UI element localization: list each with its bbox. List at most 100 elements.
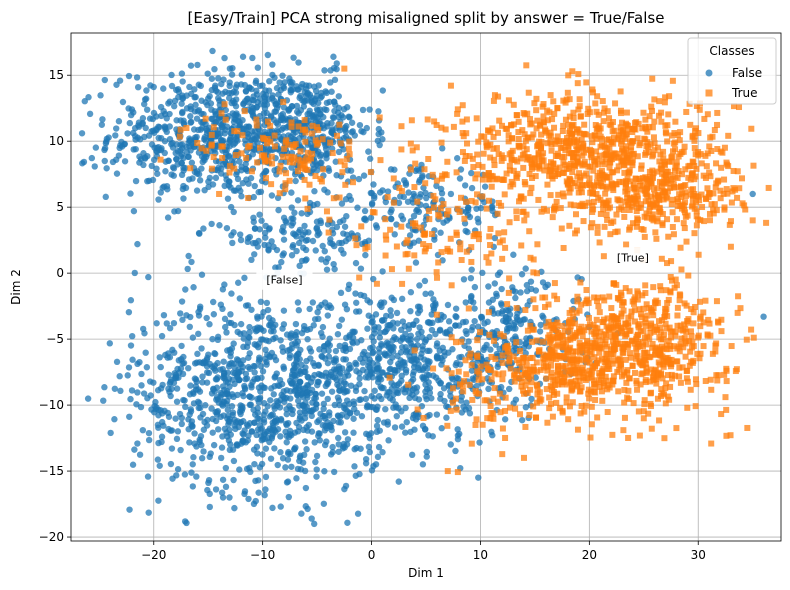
point-true bbox=[593, 190, 600, 197]
point-false bbox=[161, 110, 169, 118]
point-false bbox=[357, 355, 364, 362]
point-true bbox=[617, 124, 624, 131]
point-true bbox=[730, 103, 737, 110]
point-true bbox=[578, 189, 585, 196]
point-false bbox=[288, 164, 295, 171]
point-false bbox=[387, 307, 394, 314]
point-true bbox=[648, 214, 655, 221]
point-true bbox=[650, 134, 657, 141]
point-false bbox=[277, 449, 284, 456]
point-false bbox=[289, 219, 297, 227]
point-true bbox=[623, 131, 630, 138]
point-true bbox=[578, 403, 585, 410]
point-true bbox=[412, 160, 419, 167]
point-true bbox=[618, 204, 625, 211]
point-true bbox=[711, 201, 718, 208]
point-false bbox=[210, 298, 217, 306]
point-true bbox=[517, 193, 524, 200]
point-true bbox=[659, 375, 666, 382]
point-false bbox=[479, 269, 486, 277]
point-false bbox=[242, 88, 250, 95]
point-false bbox=[187, 62, 195, 69]
point-false bbox=[346, 345, 354, 353]
point-false bbox=[489, 432, 496, 439]
point-false bbox=[324, 395, 331, 403]
point-false bbox=[179, 370, 187, 378]
point-true bbox=[581, 408, 588, 415]
point-true bbox=[664, 372, 671, 379]
point-true bbox=[672, 164, 679, 171]
point-false bbox=[432, 330, 439, 338]
point-true bbox=[681, 143, 688, 150]
point-true bbox=[687, 348, 694, 355]
point-false bbox=[259, 451, 266, 458]
point-true bbox=[599, 142, 606, 149]
point-true bbox=[534, 386, 541, 393]
point-false bbox=[169, 144, 177, 151]
point-true bbox=[663, 176, 670, 183]
point-false bbox=[221, 54, 228, 62]
point-true bbox=[687, 328, 694, 335]
point-false bbox=[330, 98, 338, 105]
point-true bbox=[655, 195, 662, 202]
point-false bbox=[326, 342, 334, 349]
point-false bbox=[468, 184, 476, 192]
point-true bbox=[604, 216, 611, 223]
point-true bbox=[544, 419, 551, 426]
point-false bbox=[191, 375, 199, 382]
point-false bbox=[214, 89, 222, 96]
point-false bbox=[278, 114, 286, 122]
point-false bbox=[328, 129, 336, 136]
point-false bbox=[244, 238, 251, 246]
point-false bbox=[454, 435, 462, 443]
point-false bbox=[419, 373, 426, 381]
point-false bbox=[331, 374, 339, 381]
point-true bbox=[594, 298, 601, 305]
point-true bbox=[586, 342, 593, 349]
point-false bbox=[378, 384, 385, 392]
point-true bbox=[705, 316, 712, 323]
point-false bbox=[408, 357, 416, 364]
point-true bbox=[262, 158, 269, 165]
point-true bbox=[621, 399, 628, 406]
point-false bbox=[512, 288, 519, 295]
point-false bbox=[292, 177, 299, 185]
point-true bbox=[650, 284, 657, 291]
point-false bbox=[315, 99, 322, 107]
point-true bbox=[611, 332, 618, 339]
point-true bbox=[667, 171, 674, 178]
point-true bbox=[263, 175, 270, 182]
point-true bbox=[723, 406, 730, 413]
point-false bbox=[208, 86, 216, 94]
point-false bbox=[252, 327, 260, 335]
point-false bbox=[250, 93, 257, 100]
point-true bbox=[588, 403, 595, 410]
point-true bbox=[669, 209, 676, 216]
point-false bbox=[311, 83, 318, 90]
point-true bbox=[342, 181, 349, 188]
point-true bbox=[510, 101, 517, 108]
point-true bbox=[609, 152, 616, 159]
point-true bbox=[637, 204, 644, 211]
point-true bbox=[610, 134, 617, 141]
point-true bbox=[701, 218, 708, 225]
point-true bbox=[479, 376, 486, 383]
point-true bbox=[664, 168, 671, 175]
point-false bbox=[301, 438, 309, 445]
point-true bbox=[515, 118, 522, 125]
point-true bbox=[642, 125, 649, 132]
point-true bbox=[609, 381, 616, 388]
point-false bbox=[179, 94, 186, 102]
point-true bbox=[599, 98, 606, 105]
point-true bbox=[602, 190, 609, 197]
point-true bbox=[553, 399, 560, 406]
point-true bbox=[668, 258, 675, 265]
point-false bbox=[241, 384, 249, 392]
point-false bbox=[148, 141, 156, 148]
point-false bbox=[485, 385, 492, 393]
point-false bbox=[202, 137, 209, 144]
point-true bbox=[276, 168, 283, 175]
point-false bbox=[434, 316, 442, 324]
point-false bbox=[195, 330, 202, 338]
point-true bbox=[620, 346, 627, 353]
